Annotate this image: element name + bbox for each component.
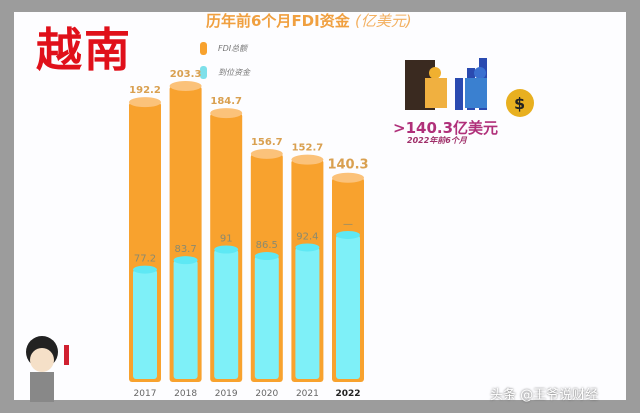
chart-title: 历年前6个月FDI资金 (亿美元)	[206, 10, 412, 31]
title-unit: (亿美元)	[354, 12, 412, 30]
label-total-2018: 203.3	[170, 69, 202, 80]
bar-arrived-2019	[214, 249, 239, 379]
label-arrived-2017: 77.2	[134, 254, 156, 265]
watermark: 头条 @王爷说财经	[490, 388, 599, 403]
legend-swatch-arrived	[200, 65, 207, 79]
bar-arrived-cap-2018	[173, 256, 198, 265]
bar-arrived-2017	[133, 269, 157, 379]
bar-arrived-cap-2021	[295, 243, 320, 252]
label-total-2019: 184.7	[210, 96, 242, 107]
bar-arrived-2018	[173, 260, 198, 379]
bar-arrived-cap-2019	[214, 245, 239, 254]
x-tick-2022: 2022	[335, 389, 360, 399]
x-tick-2020: 2020	[255, 389, 278, 399]
label-arrived-2020: 86.5	[256, 240, 278, 251]
label-arrived-2022: —	[343, 219, 353, 230]
bar-arrived-2020	[254, 256, 279, 379]
label-total-2021: 152.7	[292, 143, 324, 154]
x-tick-2019: 2019	[215, 389, 238, 399]
bar-arrived-cap-2020	[254, 252, 279, 261]
bar-arrived-2021	[295, 247, 320, 379]
bar-arrived-2022	[336, 234, 360, 379]
bar-arrived-cap-2022	[336, 230, 360, 239]
x-tick-2018: 2018	[174, 389, 197, 399]
legend-item-arrived: 到位资金	[200, 60, 250, 84]
label-total-2020: 156.7	[251, 137, 283, 148]
highlight-value: >140.3亿美元	[393, 119, 499, 137]
legend-label-arrived: 到位资金	[218, 67, 250, 77]
label-arrived-2021: 92.4	[296, 231, 318, 242]
svg-text:$: $	[514, 94, 525, 113]
country-title: 越南	[36, 23, 132, 77]
legend-item-total: FDI总额	[200, 36, 250, 60]
bar-total-cap-2017	[129, 97, 161, 108]
legend-swatch-total	[200, 41, 207, 55]
bar-arrived-cap-2017	[133, 265, 157, 274]
legend-label-total: FDI总额	[218, 43, 248, 53]
label-arrived-2018: 83.7	[174, 244, 196, 255]
title-text: 历年前6个月FDI资金	[206, 12, 350, 30]
bar-total-cap-2022	[332, 172, 364, 183]
label-total-2017: 192.2	[129, 85, 161, 96]
bar-total-cap-2018	[169, 81, 202, 91]
bar-total-cap-2021	[291, 154, 324, 165]
investment-illustration: $	[405, 58, 534, 117]
label-arrived-2019: 91	[220, 234, 233, 245]
highlight-caption: 2022年前6个月	[407, 136, 467, 145]
x-tick-2021: 2021	[296, 389, 319, 399]
legend: FDI总额 到位资金	[200, 36, 250, 84]
cartoon-mascot	[26, 336, 69, 402]
label-total-2022: 140.3	[327, 158, 368, 173]
bar-total-cap-2019	[210, 108, 243, 119]
x-tick-2017: 2017	[134, 389, 157, 399]
bar-total-cap-2020	[250, 148, 283, 159]
